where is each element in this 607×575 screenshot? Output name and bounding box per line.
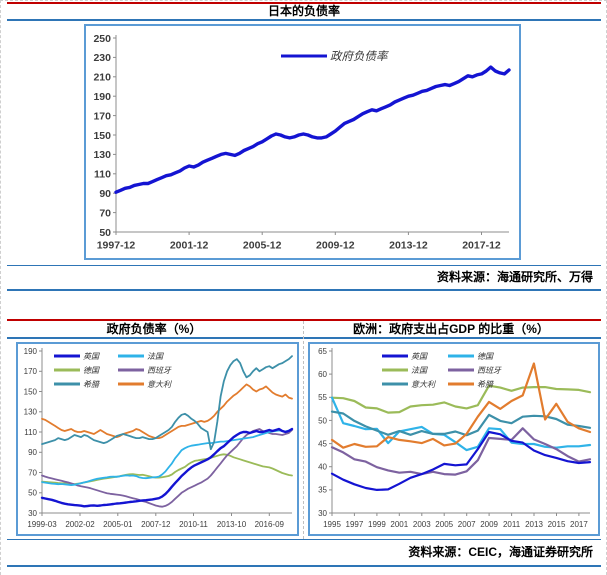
svg-text:2005-12: 2005-12	[243, 240, 282, 252]
svg-text:1997-12: 1997-12	[97, 240, 136, 252]
svg-text:法国: 法国	[411, 366, 428, 375]
svg-text:2013-12: 2013-12	[389, 240, 428, 252]
svg-text:2015: 2015	[548, 520, 566, 529]
svg-text:55: 55	[318, 393, 327, 402]
europe-debt-svg: 30 50 70 90 110 130 150 170 190 1999-03 2002-02 200…	[24, 347, 294, 529]
svg-text:2007-12: 2007-12	[141, 520, 171, 529]
svg-text:2009-12: 2009-12	[316, 240, 355, 252]
europe-charts-area: 30 50 70 90 110 130 150 170 190 1999-03 2002-02 200…	[7, 321, 601, 539]
svg-text:30: 30	[28, 509, 37, 518]
svg-text:意大利: 意大利	[411, 380, 436, 389]
svg-text:2011: 2011	[503, 520, 521, 529]
svg-text:2005: 2005	[435, 520, 453, 529]
svg-text:170: 170	[93, 110, 111, 122]
svg-text:130: 130	[93, 149, 111, 161]
japan-debt-chart: 50 70 90 110 130 150 170 190 210 230 250 1997-12 200…	[84, 24, 521, 260]
europe-titles-row: 政府负债率（%） 欧洲：政府支出占GDP 的比重（%）	[7, 319, 601, 339]
svg-text:2007: 2007	[458, 520, 476, 529]
figure-title-europe-spend-text: 欧洲：政府支出占GDP 的比重（%）	[353, 322, 549, 336]
svg-text:70: 70	[99, 207, 111, 219]
svg-text:90: 90	[99, 188, 111, 200]
figure-title-europe-debt: 政府负债率（%）	[7, 321, 301, 337]
svg-text:2001-12: 2001-12	[170, 240, 209, 252]
svg-text:2003: 2003	[413, 520, 431, 529]
svg-text:希腊: 希腊	[83, 380, 100, 389]
source-line-europe-text: 资料来源：CEIC，海通证券研究所	[408, 545, 593, 559]
source-line-japan: 资料来源：海通研究所、万得	[7, 266, 601, 291]
svg-text:西班牙: 西班牙	[147, 366, 172, 375]
svg-text:1999: 1999	[368, 520, 386, 529]
svg-text:210: 210	[93, 72, 111, 84]
svg-text:2001: 2001	[390, 520, 408, 529]
svg-text:希腊: 希腊	[477, 380, 494, 389]
svg-text:2010-11: 2010-11	[179, 520, 208, 529]
source-line-europe: 资料来源：CEIC，海通证券研究所	[7, 539, 601, 567]
svg-text:2017: 2017	[570, 520, 588, 529]
svg-text:50: 50	[99, 227, 111, 239]
figure-title-japan: 日本的负债率	[7, 2, 601, 21]
svg-text:150: 150	[93, 130, 111, 142]
svg-text:190: 190	[24, 347, 38, 356]
svg-text:45: 45	[318, 440, 327, 449]
svg-text:2013-10: 2013-10	[217, 520, 247, 529]
svg-text:190: 190	[93, 91, 111, 103]
svg-text:230: 230	[93, 52, 111, 64]
svg-text:政府负债率: 政府负债率	[330, 50, 389, 63]
divider-line	[7, 265, 601, 266]
svg-text:50: 50	[28, 489, 37, 498]
svg-text:90: 90	[28, 448, 37, 457]
svg-text:2017-12: 2017-12	[462, 240, 501, 252]
figure-title-japan-text: 日本的负债率	[267, 4, 340, 18]
europe-spend-svg: 30 35 40 45 50 55 60 65 1995 1997 1999 2001 2003 2005…	[318, 347, 592, 529]
svg-text:德国: 德国	[83, 366, 100, 375]
svg-text:法国: 法国	[147, 352, 164, 361]
svg-text:250: 250	[93, 33, 111, 45]
svg-text:35: 35	[318, 486, 327, 495]
svg-text:65: 65	[318, 347, 327, 356]
figure-title-europe-debt-text: 政府负债率（%）	[106, 322, 202, 336]
svg-text:40: 40	[318, 463, 327, 472]
svg-text:60: 60	[318, 370, 327, 379]
svg-text:2005-01: 2005-01	[103, 520, 133, 529]
svg-text:2013: 2013	[525, 520, 543, 529]
figure-title-europe-spend: 欧洲：政府支出占GDP 的比重（%）	[301, 321, 601, 337]
japan-debt-svg: 50 70 90 110 130 150 170 190 210 230 250 1997-12 200…	[93, 33, 511, 252]
svg-text:110: 110	[24, 428, 37, 437]
japan-chart-area: 50 70 90 110 130 150 170 190 210 230 250 1997-12 200…	[7, 21, 601, 265]
svg-text:德国: 德国	[477, 352, 494, 361]
svg-text:170: 170	[24, 367, 38, 376]
svg-text:2016-09: 2016-09	[255, 520, 285, 529]
svg-text:70: 70	[28, 468, 37, 477]
europe-debt-chart: 30 50 70 90 110 130 150 170 190 1999-03 2002-02 200…	[16, 342, 299, 536]
svg-text:110: 110	[94, 169, 111, 181]
figure-block-japan: 日本的负债率 50 70 90 110 130 150 170 190 210 230 250 199…	[7, 2, 601, 291]
svg-text:2009: 2009	[480, 520, 498, 529]
svg-text:英国: 英国	[411, 352, 428, 361]
svg-text:50: 50	[318, 416, 327, 425]
svg-text:意大利: 意大利	[147, 380, 172, 389]
svg-text:英国: 英国	[83, 352, 100, 361]
svg-text:1997: 1997	[346, 520, 364, 529]
source-line-japan-text: 资料来源：海通研究所、万得	[436, 270, 593, 284]
europe-spend-chart: 30 35 40 45 50 55 60 65 1995 1997 1999 2001 2003 2005…	[308, 342, 600, 536]
figure-block-europe: 政府负债率（%） 欧洲：政府支出占GDP 的比重（%） 30 50 70 90 110 1…	[7, 319, 601, 567]
svg-text:西班牙: 西班牙	[477, 366, 502, 375]
svg-text:30: 30	[318, 509, 327, 518]
svg-text:150: 150	[24, 387, 38, 396]
column-separator	[303, 321, 304, 539]
svg-text:1999-03: 1999-03	[27, 520, 57, 529]
svg-text:1995: 1995	[323, 520, 341, 529]
svg-text:130: 130	[24, 408, 38, 417]
svg-text:2002-02: 2002-02	[65, 520, 95, 529]
